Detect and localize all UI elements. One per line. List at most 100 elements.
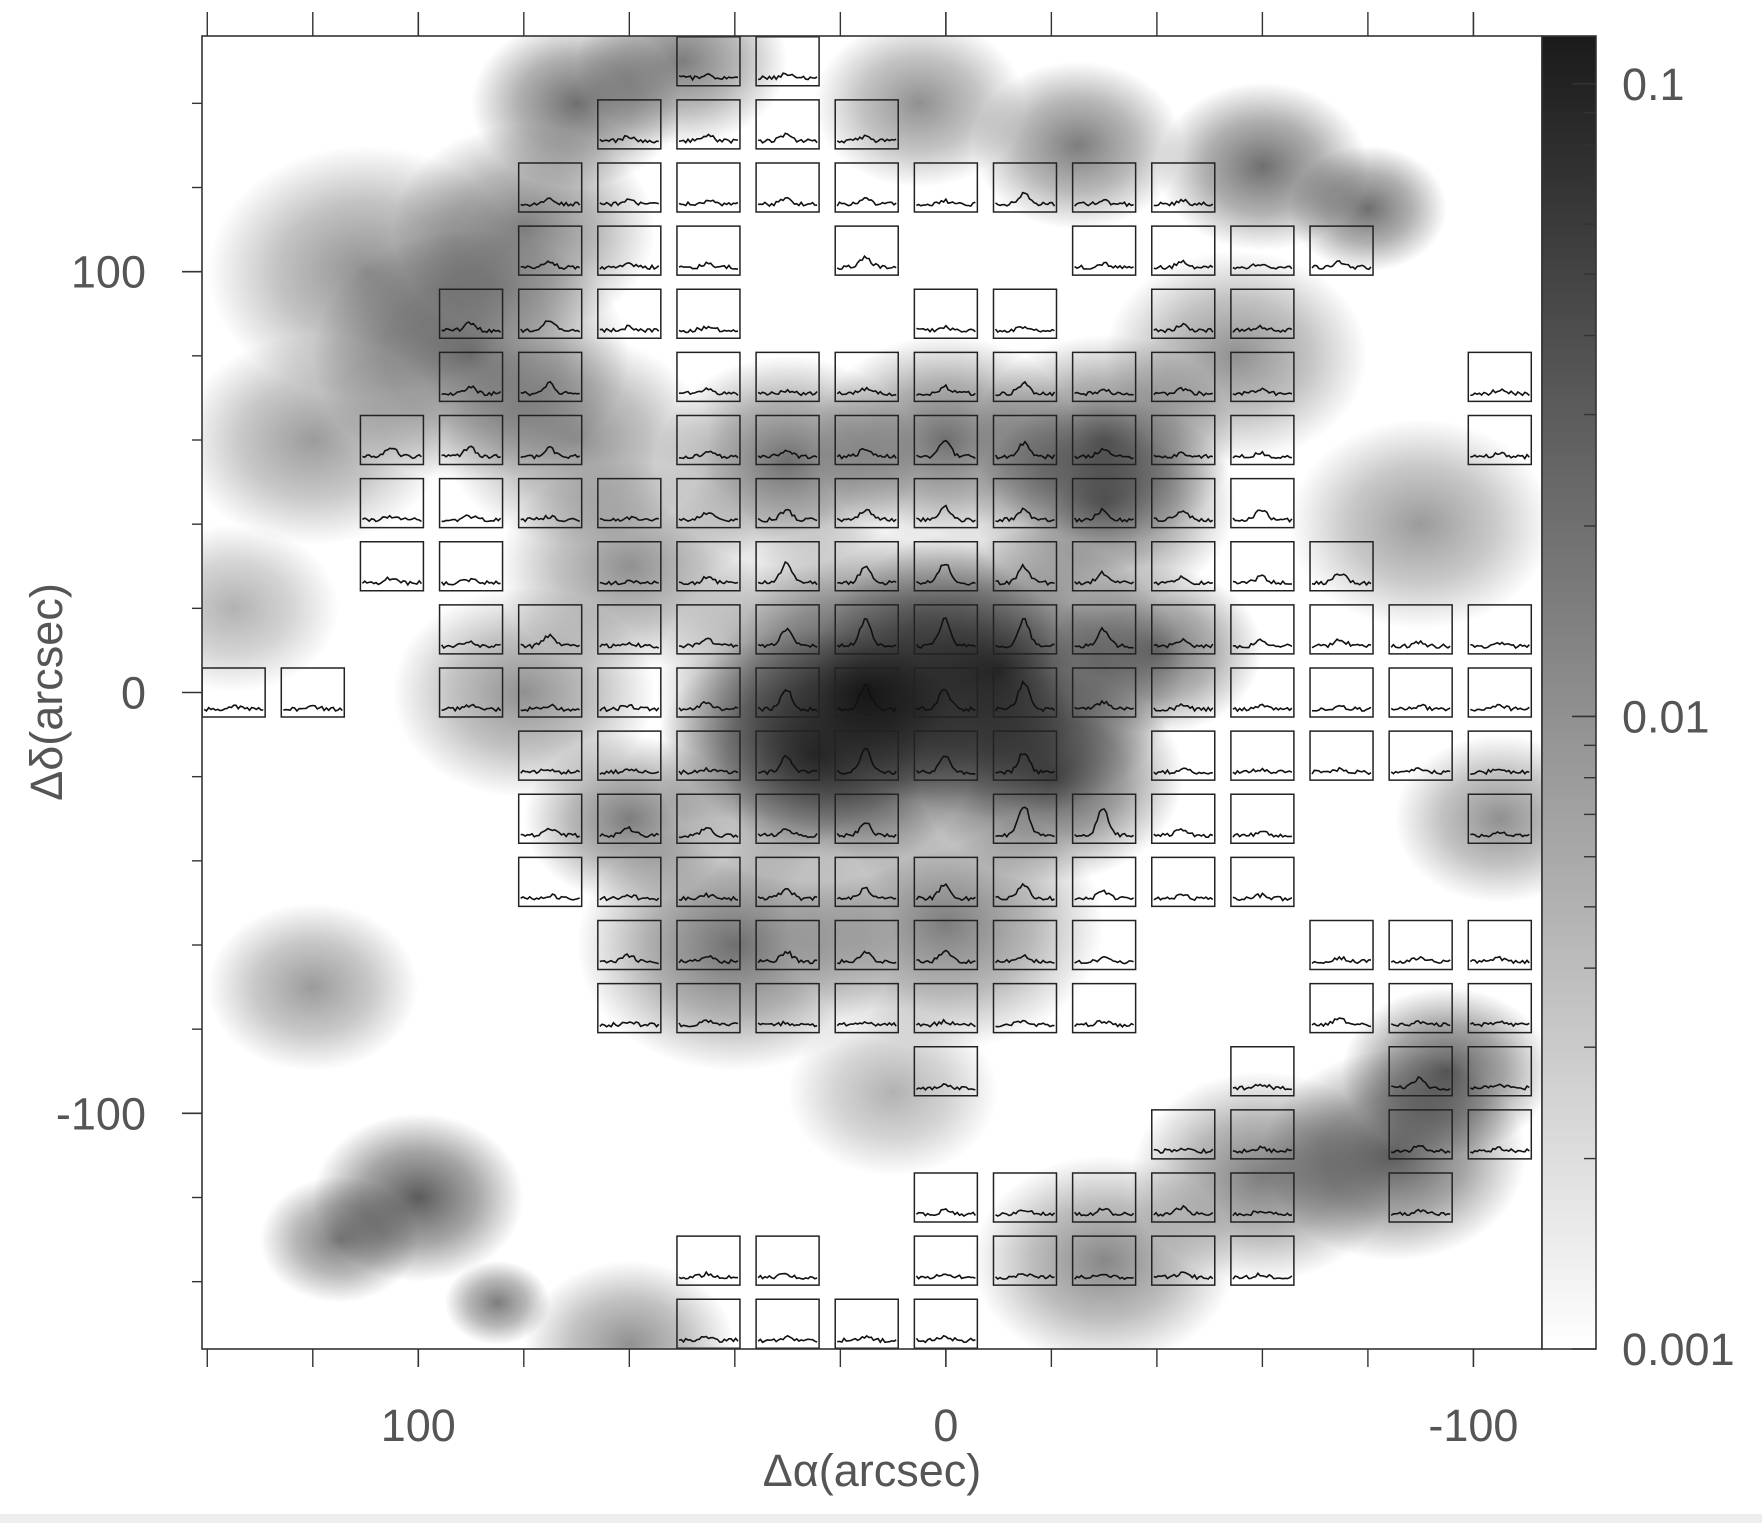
spectrum-line bbox=[362, 447, 422, 460]
spectrum-line bbox=[995, 617, 1055, 649]
spectrum-box bbox=[992, 856, 1058, 908]
spectrum-line bbox=[1153, 702, 1214, 713]
spectrum-box bbox=[755, 604, 820, 655]
spectrum-line bbox=[1153, 827, 1214, 839]
spectrum-box bbox=[755, 162, 820, 213]
spectrum-line bbox=[599, 893, 660, 902]
spectrum-box bbox=[1071, 225, 1137, 276]
spectrum-line bbox=[678, 450, 739, 460]
emission-clump bbox=[972, 1155, 1236, 1349]
spectrum-line bbox=[1232, 1145, 1293, 1154]
spectrum-box bbox=[834, 225, 899, 276]
spectrum-box bbox=[992, 604, 1058, 655]
spectrum-box bbox=[913, 730, 979, 781]
spectrum-box bbox=[834, 793, 899, 844]
spectrum-line bbox=[995, 1209, 1056, 1217]
spectrum-line bbox=[1074, 699, 1134, 711]
spectrum-line bbox=[915, 1083, 976, 1091]
spectrum-line bbox=[283, 704, 343, 713]
spectrum-box bbox=[834, 414, 899, 466]
emission-clump bbox=[787, 1008, 999, 1177]
spectrum-line bbox=[758, 196, 818, 208]
spectrum-box bbox=[1230, 541, 1295, 592]
emission-clump bbox=[202, 334, 445, 546]
emission-clump bbox=[260, 1176, 419, 1303]
spectrum-line bbox=[1153, 1271, 1214, 1281]
spectrum-box bbox=[913, 288, 979, 339]
spectrum-box bbox=[834, 982, 899, 1034]
spectrum-box bbox=[676, 288, 741, 339]
spectrum-box bbox=[1151, 541, 1216, 592]
y-tick-label: 100 bbox=[71, 247, 146, 298]
spectrum-box bbox=[1230, 667, 1295, 718]
spectrum-box bbox=[834, 667, 899, 718]
spectrum-line bbox=[836, 386, 897, 397]
spectrum-box bbox=[438, 477, 504, 529]
spectrum-line bbox=[1469, 955, 1530, 965]
spectrum-line bbox=[1232, 1210, 1293, 1217]
spectrum-box bbox=[913, 1172, 979, 1223]
spectrum-line bbox=[678, 637, 739, 649]
spectrum-box bbox=[1230, 1172, 1295, 1223]
spectrum-box bbox=[913, 1046, 979, 1097]
bottom-strip bbox=[0, 1514, 1762, 1523]
spectrum-line bbox=[678, 700, 739, 712]
spectrum-box bbox=[755, 730, 820, 781]
spectrum-line bbox=[599, 515, 659, 523]
spectrum-line bbox=[915, 617, 976, 649]
spectrum-box bbox=[992, 1235, 1058, 1286]
spectrum-line bbox=[440, 577, 501, 587]
spectrum-box bbox=[676, 541, 741, 592]
spectrum-box bbox=[676, 604, 741, 655]
spectrum-line bbox=[441, 514, 502, 523]
spectrum-line bbox=[679, 386, 739, 396]
spectrum-box bbox=[913, 604, 979, 655]
spectrum-box bbox=[913, 477, 979, 529]
spectrum-line bbox=[1470, 451, 1530, 461]
spectrum-line bbox=[916, 563, 976, 586]
spectrum-line bbox=[1470, 641, 1530, 650]
spectrum-box bbox=[834, 604, 899, 655]
spectrum-line bbox=[1153, 574, 1214, 586]
spectrum-box bbox=[1230, 414, 1295, 466]
spectrum-line bbox=[1232, 450, 1293, 460]
spectrum-line bbox=[916, 504, 976, 523]
spectrum-box bbox=[913, 919, 979, 971]
spectrum-line bbox=[1390, 955, 1451, 964]
spectrum-line bbox=[678, 1270, 739, 1280]
spectrum-line bbox=[1470, 703, 1530, 712]
spectrum-box bbox=[359, 541, 425, 592]
spectrum-box bbox=[992, 477, 1058, 529]
spectrum-line bbox=[520, 260, 581, 271]
spectrum-line bbox=[757, 1334, 818, 1344]
spectrum-line bbox=[757, 887, 818, 902]
emission-clump bbox=[972, 397, 1237, 609]
spectrum-box bbox=[755, 667, 820, 718]
spectrum-box bbox=[1151, 856, 1216, 908]
spectrum-box bbox=[517, 288, 583, 339]
emission-clump bbox=[576, 36, 788, 146]
spectrum-line bbox=[916, 197, 976, 208]
spectrum-box bbox=[755, 414, 820, 466]
spectrum-box bbox=[1071, 856, 1137, 908]
spectrum-line bbox=[1073, 1207, 1135, 1217]
spectrum-line bbox=[994, 325, 1055, 334]
colorbar-tick-label: 0.1 bbox=[1622, 59, 1685, 110]
spectrum-line bbox=[599, 825, 660, 839]
spectrum-box bbox=[597, 225, 662, 276]
spectrum-line bbox=[1311, 955, 1371, 965]
spectrum-line bbox=[520, 445, 581, 460]
spectrum-box bbox=[1071, 667, 1137, 718]
emission-clump bbox=[1288, 145, 1448, 272]
spectrum-box bbox=[834, 856, 899, 908]
spectrum-line bbox=[757, 950, 818, 965]
spectrum-box bbox=[1467, 604, 1533, 655]
spectrum-box bbox=[1071, 793, 1137, 844]
spectrum-box bbox=[1230, 604, 1295, 655]
spectrum-line bbox=[678, 72, 739, 82]
spectrum-box bbox=[1071, 919, 1137, 971]
spectrum-box bbox=[755, 793, 820, 844]
emission-clump bbox=[523, 1260, 735, 1349]
spectrum-line bbox=[995, 1019, 1055, 1028]
spectrum-box bbox=[992, 1172, 1058, 1223]
